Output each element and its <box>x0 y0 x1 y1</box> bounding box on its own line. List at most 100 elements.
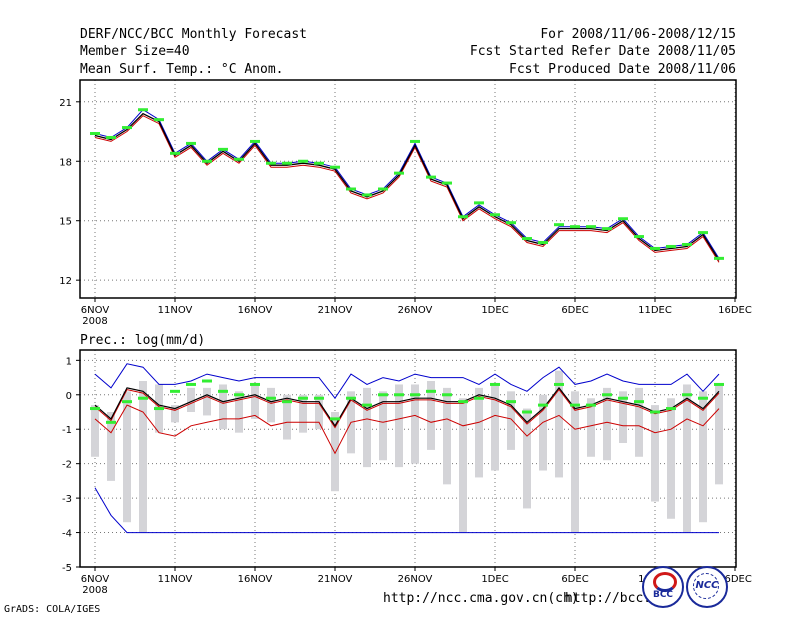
temp-marker <box>186 141 196 145</box>
ncc-logo-globe-icon <box>693 573 719 599</box>
prec-range-bar <box>315 394 323 430</box>
temp-marker <box>538 241 548 245</box>
prec-range-bar <box>267 387 275 423</box>
prec-marker <box>554 382 564 386</box>
temp-marker <box>602 227 612 231</box>
prec-marker <box>714 382 724 386</box>
prec-range-bar <box>427 381 435 450</box>
prec-range-bar <box>283 394 291 440</box>
temp-marker <box>474 201 484 205</box>
prec-range-bar <box>539 394 547 471</box>
prec-range-bar <box>619 391 627 443</box>
temp-marker <box>618 217 628 221</box>
prec-range-bar <box>251 384 259 419</box>
temp-marker <box>682 242 692 246</box>
prec-marker <box>90 407 100 411</box>
prec-marker <box>234 393 244 397</box>
prec-x-tick-label: 26NOV <box>398 574 433 585</box>
prec-marker <box>602 393 612 397</box>
temp-marker <box>234 157 244 161</box>
temp-marker <box>298 159 308 163</box>
temp-marker <box>250 139 260 143</box>
temp-marker <box>170 151 180 155</box>
prec-min-line <box>94 487 719 534</box>
grads-credit: GrADS: COLA/IGES <box>4 604 101 615</box>
temp-x-tick-label: 11NOV <box>158 305 193 316</box>
forecast-period: For 2008/11/06-2008/12/15 <box>540 27 736 42</box>
temp-marker <box>90 132 100 136</box>
temp-marker <box>330 165 340 169</box>
prec-marker <box>186 382 196 386</box>
prec-x-tick-label: 6NOV <box>81 574 110 585</box>
prec-marker <box>458 400 468 404</box>
temp-marker <box>202 159 212 163</box>
temp-x-tick-label: 26NOV <box>398 305 433 316</box>
temp-marker <box>266 161 276 165</box>
prec-range-bar <box>635 387 643 457</box>
temp-x-tick-label: 6NOV <box>81 305 110 316</box>
bcc-logo-swirl-icon <box>653 572 677 592</box>
prec-marker <box>250 382 260 386</box>
temp-plot-frame <box>79 79 737 299</box>
prec-marker <box>698 396 708 400</box>
temp-y-tick-label: 21 <box>59 98 72 109</box>
bcc-logo-text: BCC <box>652 590 674 600</box>
prec-median-line <box>94 388 720 429</box>
prec-range-bar <box>459 398 467 533</box>
prec-marker <box>682 393 692 397</box>
prec-marker <box>314 396 324 400</box>
prec-y-tick-label: -2 <box>62 460 72 471</box>
temp-x-tick-label: 6DEC <box>561 305 588 316</box>
prec-marker <box>666 407 676 411</box>
prec-range-bar <box>379 391 387 461</box>
prec-x-tick-label: 1DEC <box>481 574 508 585</box>
prec-range-bar <box>363 387 371 468</box>
bcc-url-link[interactable]: http://bcc. <box>565 591 652 606</box>
temp-marker <box>666 244 676 248</box>
forecast-started-date: Fcst Started Refer Date 2008/11/05 <box>469 44 736 59</box>
temp-marker <box>426 175 436 179</box>
bcc-logo: BCC <box>642 566 684 608</box>
prec-marker <box>474 396 484 400</box>
temp-marker <box>122 126 132 130</box>
temp-marker <box>522 237 532 241</box>
prec-x-year-label: 2008 <box>82 585 107 596</box>
prec-lower-line <box>94 404 720 455</box>
prec-range-bar <box>699 391 707 523</box>
prec-marker <box>650 410 660 414</box>
temp-y-tick-label: 18 <box>59 157 72 168</box>
temp-y-tick-label: 15 <box>59 217 72 228</box>
temp-marker <box>282 161 292 165</box>
temp-mean-line <box>94 112 720 261</box>
temp-marker <box>378 187 388 191</box>
prec-range-bar <box>219 384 227 430</box>
prec-marker <box>346 396 356 400</box>
temp-marker <box>650 246 660 250</box>
ncc-logo-text: NCC <box>695 580 719 591</box>
temp-marker <box>138 108 148 112</box>
temp-spread-line <box>94 115 720 263</box>
prec-range-bar <box>507 391 515 450</box>
prec-range-bar <box>107 412 115 481</box>
temp-marker <box>634 235 644 239</box>
temp-marker <box>714 256 724 260</box>
temp-x-tick-label: 11DEC <box>638 305 672 316</box>
variable-label: Mean Surf. Temp.: °C Anom. <box>80 62 284 77</box>
prec-marker <box>506 400 516 404</box>
temp-marker <box>218 147 228 151</box>
prec-range-bar <box>411 384 419 464</box>
prec-range-bar <box>299 394 307 433</box>
prec-range-bar <box>331 412 339 492</box>
ncc-logo: NCC <box>686 566 728 608</box>
prec-marker <box>282 400 292 404</box>
forecast-produced-date: Fcst Produced Date 2008/11/06 <box>509 62 736 77</box>
temp-observed-line <box>94 109 720 259</box>
temp-x-tick-label: 21NOV <box>318 305 353 316</box>
prec-range-bar <box>203 387 211 416</box>
prec-marker <box>170 389 180 393</box>
prec-y-tick-label: -5 <box>62 563 72 574</box>
prec-marker <box>426 389 436 393</box>
ncc-url-link[interactable]: http://ncc.cma.gov.cn(ch) <box>383 591 579 606</box>
prec-range-bar <box>123 391 131 523</box>
